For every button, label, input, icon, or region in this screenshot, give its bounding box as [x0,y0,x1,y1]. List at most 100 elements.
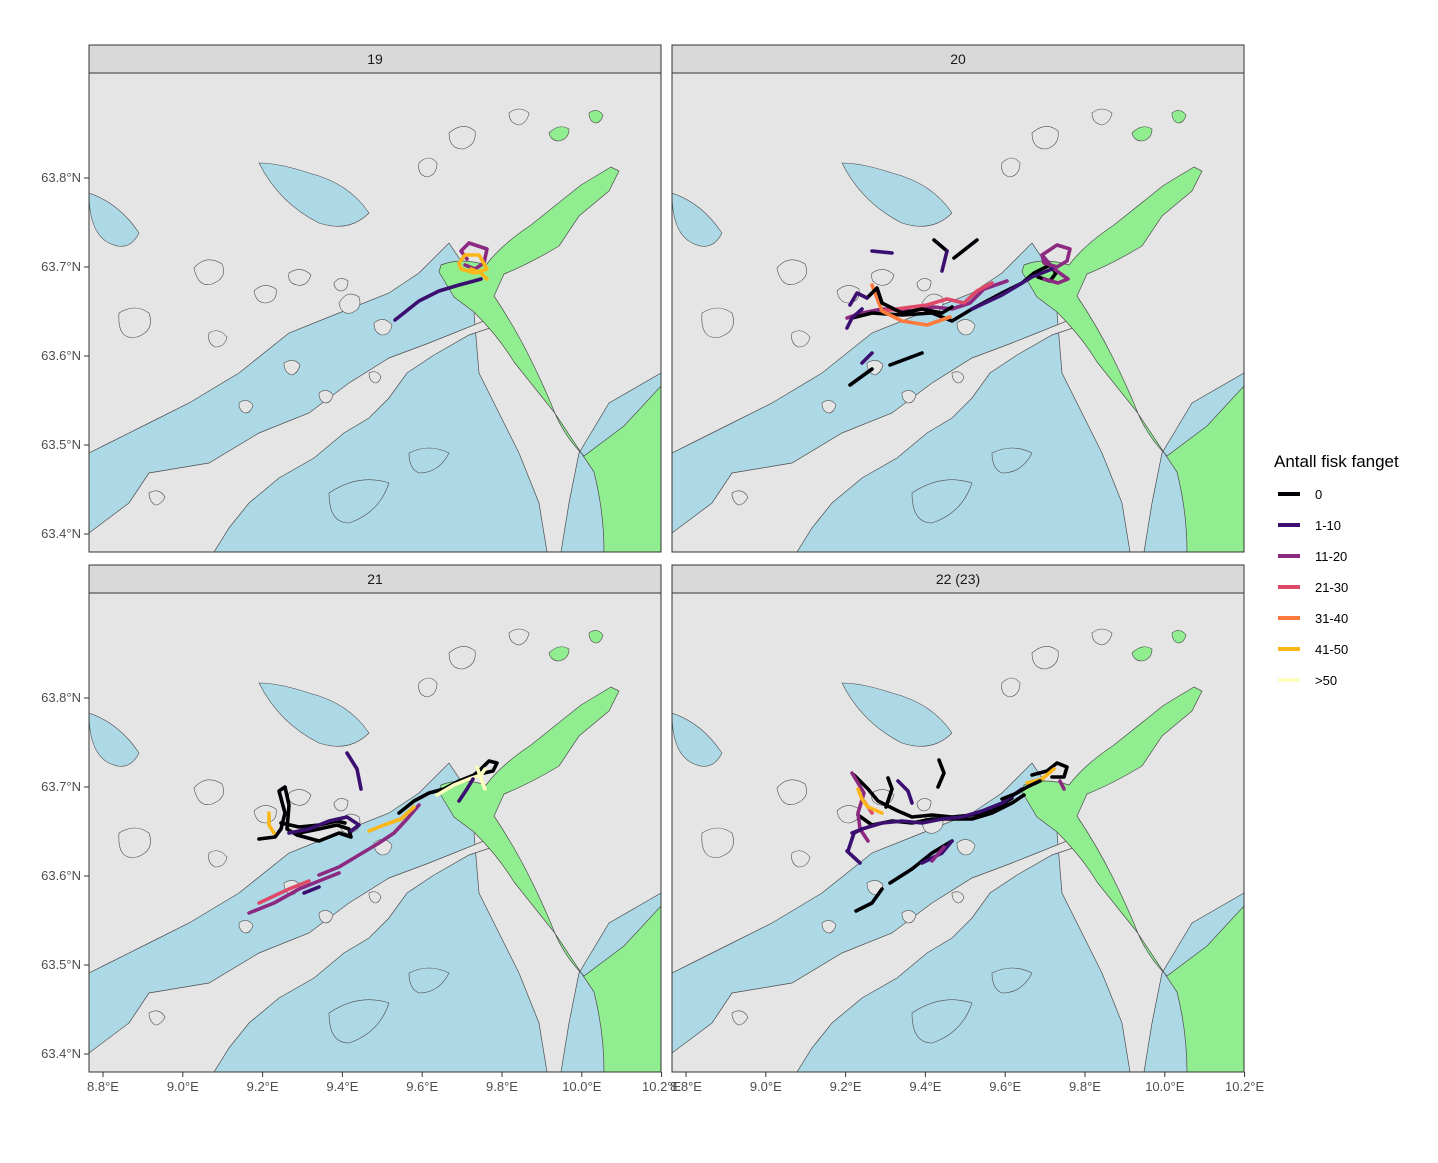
island [1031,646,1059,670]
fishing-track [888,351,924,367]
island [148,490,166,506]
y-tick-label: 63.7°N [41,779,81,794]
sea-inlet [991,447,1033,474]
island [701,827,734,858]
fishing-track [393,277,483,322]
panel-border [88,72,662,553]
island [871,269,895,286]
fishing-track [475,765,487,791]
map-area-p20 [672,73,1244,552]
fishing-track [865,286,954,315]
map-panel-p20: 20 [671,44,1245,553]
y-tick-label: 63.4°N [41,526,81,541]
island [238,920,254,934]
legend-key-label: 41-50 [1315,642,1348,657]
x-tick-label: 9.0°E [167,1079,199,1094]
fishing-track [884,776,894,809]
sea-inlet [258,682,370,747]
island [238,400,254,414]
legend-key-label: 11-20 [1315,549,1347,564]
legend-key-label: 0 [1315,487,1322,502]
sea-inlet [328,479,390,524]
island [731,490,749,506]
legend-title: Antall fisk fanget [1274,452,1399,471]
facet-strip-p19 [88,44,662,74]
facet-title-p21: 21 [367,571,383,587]
island [253,285,277,304]
fishing-track [870,249,894,255]
y-tick-label: 63.4°N [41,1046,81,1061]
island [508,628,530,646]
island [791,330,811,348]
island [318,910,334,924]
y-tick-label: 63.5°N [41,437,81,452]
fishing-track [936,758,946,789]
x-tick-label: 10.0°E [1145,1079,1185,1094]
facet-strip-p20 [671,44,1245,74]
x-tick-label: 9.8°E [1069,1079,1101,1094]
highlight-island [1171,630,1187,644]
fishing-track [880,281,994,313]
island [338,293,361,314]
sea-inlet [408,967,450,994]
highlight-island [548,646,570,662]
y-tick-label: 63.6°N [41,348,81,363]
coastline-group [672,73,1244,552]
fishing-track [845,307,864,330]
x-tick-label: 8.8°E [87,1079,119,1094]
island [821,400,837,414]
coastline-group [89,593,661,1072]
island [288,789,312,806]
x-tick-label: 9.6°E [406,1079,438,1094]
coastline-group [672,593,1244,1072]
sea-inlet [672,192,723,247]
island [193,259,224,285]
fishing-track [457,253,489,275]
island [731,1010,749,1026]
fishing-track [1030,761,1069,779]
fishing-track [1058,779,1066,791]
island [916,278,932,292]
fishing-track [435,767,487,797]
x-tick-label: 9.0°E [750,1079,782,1094]
map-panel-p22: 22 (23) [671,564,1245,1073]
map-area-p21 [89,593,661,1072]
island [956,839,976,856]
island [916,798,932,812]
fjord-highlight-area [1021,686,1244,1072]
fishing-track [397,759,499,815]
island [418,157,438,178]
facet-title-p22: 22 (23) [936,571,980,587]
x-tick-label: 9.8°E [486,1079,518,1094]
y-tick-label: 63.7°N [41,259,81,274]
island [368,891,382,904]
island [901,390,917,404]
y-tick-label: 63.6°N [41,868,81,883]
axes-layer: 63.8°N 63.7°N 63.6°N 63.5°N 63.4°N 63.8°N 63.7… [41,170,1264,1094]
island [776,779,807,805]
island [776,259,807,285]
x-tick-label: 10.2°E [642,1079,682,1094]
map-panel-p19: 19 [88,44,662,553]
island [1001,677,1021,698]
legend-key-label: 1-10 [1315,518,1341,533]
island [951,371,965,384]
fishing-track [848,291,869,307]
fishing-track [1040,243,1072,285]
legend-key-label: 21-30 [1315,580,1348,595]
map-panel-p21: 21 [88,564,662,1073]
fishing-track [932,238,949,253]
highlight-island [548,126,570,142]
fjord-highlight-area [438,166,661,552]
island [1091,628,1113,646]
y-tick-label: 63.5°N [41,957,81,972]
island [951,891,965,904]
island [418,677,438,698]
x-tick-label: 9.4°E [909,1079,941,1094]
sea-inlet [991,967,1033,994]
fishing-track [848,367,874,387]
sea-inlet [911,479,973,524]
island [956,319,976,336]
fishing-track [257,879,311,905]
facet-title-p19: 19 [367,51,383,67]
